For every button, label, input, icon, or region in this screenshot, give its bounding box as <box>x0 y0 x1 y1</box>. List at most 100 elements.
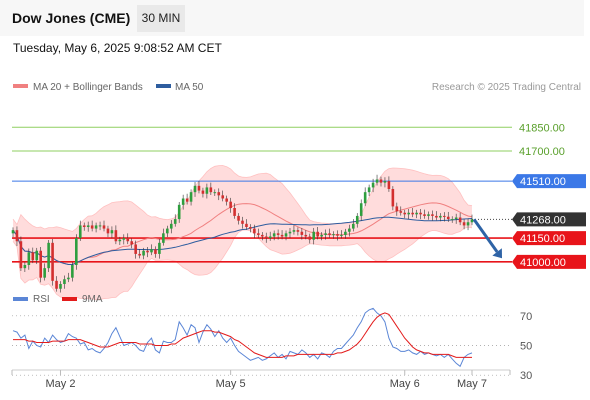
candle-body <box>257 233 260 235</box>
candle-body <box>411 212 414 215</box>
level-label-1: 41700.00 <box>519 146 565 158</box>
level-tag-3 <box>512 212 586 227</box>
candle-body <box>359 203 363 216</box>
candle-body <box>288 231 292 234</box>
level-labels: 41850.00 41700.00 41510.00 41268.00 41150.00… <box>512 122 586 269</box>
candle-body <box>348 228 351 232</box>
candle-body <box>177 204 181 220</box>
candle-body <box>35 250 39 261</box>
candle-body <box>51 242 54 281</box>
level-tag-5 <box>512 254 586 269</box>
candle-body <box>419 212 422 215</box>
candle-body <box>363 192 367 204</box>
candle-body <box>142 250 145 256</box>
candle-body <box>351 223 355 229</box>
candle-body <box>98 225 102 227</box>
chart-header <box>0 0 584 36</box>
candle-body <box>55 280 58 289</box>
candle-body <box>173 219 177 224</box>
interval-button[interactable]: 30 MIN <box>137 5 185 32</box>
level-tag-4 <box>512 231 586 246</box>
candle-body <box>427 214 430 216</box>
candle-body <box>264 236 268 239</box>
instrument-title: Dow Jones (CME) <box>12 10 131 26</box>
candle-body <box>276 233 280 235</box>
candle-body <box>367 187 371 193</box>
candle-body <box>213 192 217 194</box>
candle-body <box>407 212 410 215</box>
candle-body <box>470 219 474 223</box>
candle-body <box>122 238 126 240</box>
attribution-text: Research © 2025 Trading Central <box>432 82 581 93</box>
rsi-tick-70: 70 <box>520 311 532 323</box>
candle-body <box>446 216 450 220</box>
candle-body <box>47 242 50 269</box>
candle-body <box>450 219 454 221</box>
candle-body <box>316 231 319 237</box>
candle-body <box>308 236 312 240</box>
candle-body <box>205 187 209 194</box>
candle-body <box>439 215 442 218</box>
candle-body <box>82 225 86 227</box>
candle-body <box>106 228 110 234</box>
bollinger-band-area <box>13 165 472 300</box>
legend-swatch-9ma <box>62 297 77 301</box>
x-tick-label-2: May 6 <box>390 378 420 390</box>
candle-body <box>245 223 248 227</box>
candle-body <box>162 233 165 243</box>
legend-label-ma50: MA 50 <box>175 82 204 93</box>
candle-body <box>328 233 331 235</box>
candle-body <box>150 249 153 253</box>
candle-body <box>435 215 438 218</box>
candle-body <box>395 206 399 212</box>
level-label-3: 41268.00 <box>520 214 566 226</box>
candle-body <box>94 225 98 229</box>
candle-body <box>90 225 94 229</box>
candle-body <box>312 231 316 240</box>
candle-body <box>197 185 201 191</box>
candle-body <box>371 182 375 188</box>
candle-body <box>78 225 82 239</box>
candle-body <box>201 190 205 194</box>
chart-datetime: Tuesday, May 6, 2025 9:08:52 AM CET <box>13 41 222 55</box>
candle-body <box>86 225 90 227</box>
candle-body <box>355 215 359 224</box>
candle-body <box>391 189 395 207</box>
moving-averages <box>12 202 473 265</box>
level-tag-2 <box>512 174 586 189</box>
candle-body <box>189 192 193 202</box>
candle-body <box>43 268 46 278</box>
candle-body <box>253 228 256 234</box>
candle-body <box>59 284 62 289</box>
candle-body <box>126 238 130 242</box>
candle-body <box>296 230 300 232</box>
candle-body <box>221 195 225 199</box>
candle-body <box>217 192 221 196</box>
candle-body <box>375 179 379 183</box>
candle-body <box>233 208 236 216</box>
candle-body <box>423 214 426 216</box>
candle-body <box>23 265 27 269</box>
candle-body <box>466 222 470 226</box>
candle-body <box>249 227 252 229</box>
rsi-ma-line <box>13 312 472 358</box>
candle-body <box>268 236 272 239</box>
forecast-arrow-head <box>492 248 502 259</box>
candle-body <box>158 242 161 254</box>
rsi-line <box>12 307 473 368</box>
candle-body <box>31 252 35 261</box>
candle-body <box>379 179 383 183</box>
rsi-legend: RSI 9MA <box>13 294 103 305</box>
candle-body <box>229 201 232 208</box>
candle-body <box>134 244 137 254</box>
candle-body <box>118 239 122 242</box>
candle-body <box>300 231 304 235</box>
candle-body <box>387 181 391 189</box>
candle-body <box>15 230 19 242</box>
candle-body <box>71 265 74 278</box>
candle-body <box>458 217 462 223</box>
candle-body <box>225 198 228 202</box>
candle-body <box>462 222 466 226</box>
candle-body <box>399 211 403 213</box>
